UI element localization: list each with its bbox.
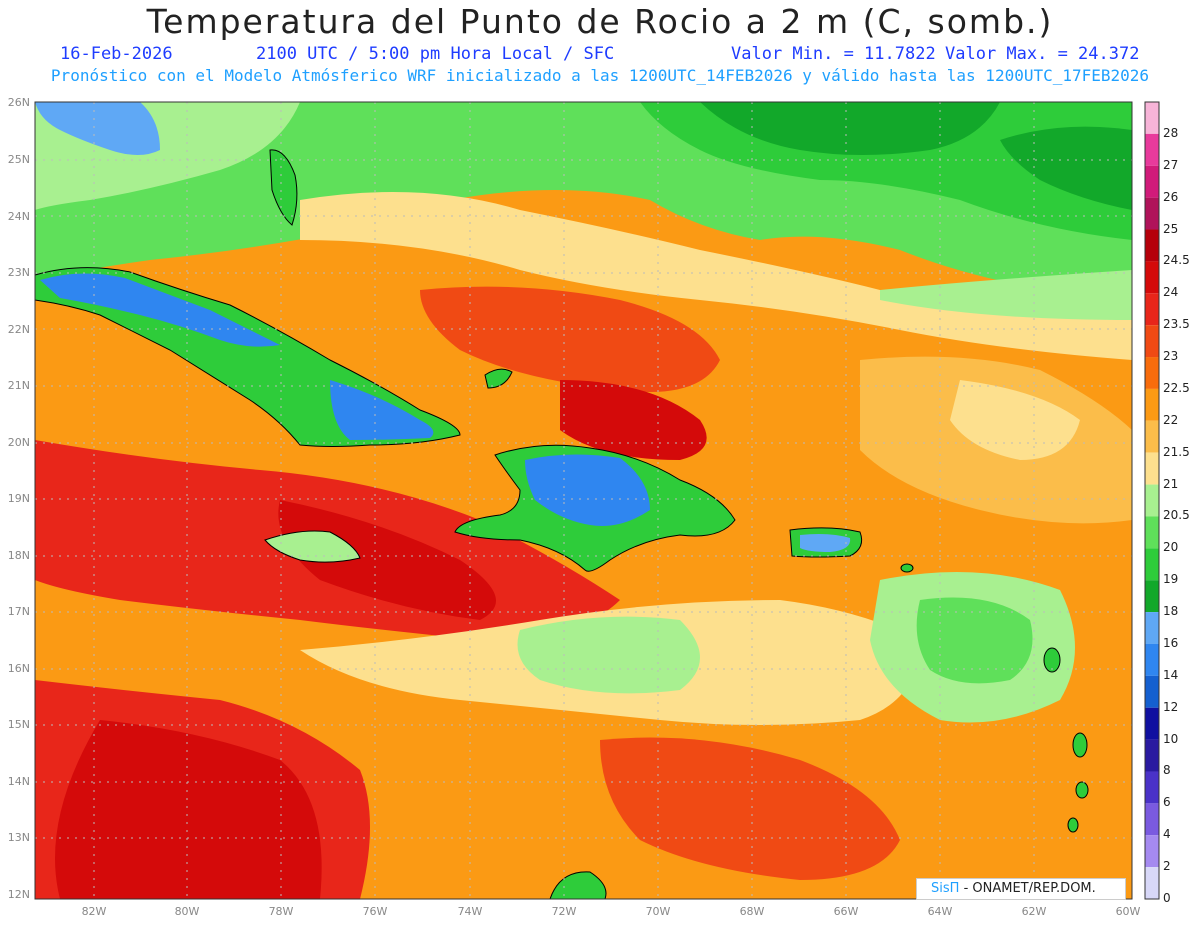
- lon-label: 62W: [1021, 905, 1047, 918]
- lat-label: 15N: [7, 718, 30, 731]
- colorbar-swatch: [1145, 548, 1159, 581]
- lon-label: 70W: [645, 905, 671, 918]
- lat-label: 17N: [7, 605, 30, 618]
- colorbar-swatch: [1145, 165, 1159, 198]
- lat-label: 24N: [7, 210, 30, 223]
- lat-label: 25N: [7, 153, 30, 166]
- colorbar-label: 0: [1163, 891, 1171, 905]
- colorbar-label: 8: [1163, 763, 1171, 778]
- forecast-date: 16-Feb-2026: [60, 44, 173, 64]
- colorbar-swatch: [1145, 739, 1159, 772]
- min-value: Valor Min. = 11.7822: [731, 44, 936, 64]
- colorbar-label: 23.5: [1163, 317, 1190, 332]
- colorbar-label: 23: [1163, 349, 1179, 364]
- lon-label: 82W: [81, 905, 107, 918]
- colorbar-swatch: [1145, 675, 1159, 708]
- map-title: Temperatura del Punto de Rocio a 2 m (C,…: [146, 2, 1054, 41]
- colorbar-swatch: [1145, 133, 1159, 166]
- colorbar-label: 21.5: [1163, 444, 1190, 459]
- colorbar-swatch: [1145, 357, 1159, 389]
- colorbar-label: 16: [1163, 635, 1179, 650]
- colorbar-swatch: [1145, 197, 1159, 230]
- colorbar-swatch: [1145, 612, 1159, 644]
- lat-label: 12N: [7, 888, 30, 901]
- colorbar-swatch: [1145, 643, 1159, 676]
- lon-label: 66W: [833, 905, 859, 918]
- colorbar-label: 18: [1163, 604, 1179, 619]
- lon-label: 60W: [1115, 905, 1141, 918]
- colorbar-label: 24.5: [1163, 253, 1190, 268]
- lat-label: 26N: [7, 96, 30, 109]
- colorbar-label: 22: [1163, 412, 1179, 427]
- colorbar-label: 20.5: [1163, 508, 1190, 523]
- lat-label: 14N: [7, 775, 30, 788]
- colorbar-swatch: [1145, 388, 1159, 421]
- colorbar-label: 21: [1163, 476, 1179, 491]
- lat-label: 23N: [7, 266, 30, 279]
- colorbar-frame: [1144, 101, 1160, 900]
- lat-label: 18N: [7, 549, 30, 562]
- lat-label: 22N: [7, 323, 30, 336]
- colorbar-label: 20: [1163, 540, 1179, 555]
- colorbar: [1144, 101, 1160, 900]
- colorbar-label: 4: [1163, 827, 1171, 842]
- lon-label: 74W: [457, 905, 483, 918]
- lat-label: 21N: [7, 379, 30, 392]
- logo-text: - ONAMET/REP.DOM.: [963, 881, 1096, 896]
- colorbar-swatch: [1145, 325, 1159, 358]
- colorbar-swatch: [1145, 707, 1159, 740]
- colorbar-swatch: [1145, 803, 1159, 836]
- colorbar-label: 19: [1163, 572, 1179, 587]
- colorbar-label: 26: [1163, 189, 1179, 204]
- lon-label: 76W: [362, 905, 388, 918]
- colorbar-label: 6: [1163, 795, 1171, 810]
- colorbar-swatch: [1145, 420, 1159, 453]
- colorbar-swatch: [1145, 293, 1159, 326]
- sispi-brand: SisΠ: [931, 881, 960, 896]
- lon-label: 80W: [174, 905, 200, 918]
- colorbar-swatch: [1145, 580, 1159, 613]
- colorbar-label: 27: [1163, 157, 1179, 172]
- colorbar-label: 24: [1163, 285, 1179, 300]
- colorbar-swatch: [1145, 771, 1159, 804]
- lat-label: 13N: [7, 831, 30, 844]
- dewpoint-field: [35, 102, 1132, 899]
- colorbar-swatch: [1145, 452, 1159, 485]
- colorbar-label: 12: [1163, 699, 1179, 714]
- onamet-logo: SisΠ - ONAMET/REP.DOM.: [916, 878, 1126, 900]
- lat-label: 19N: [7, 492, 30, 505]
- colorbar-label: 2: [1163, 859, 1171, 874]
- colorbar-label: 10: [1163, 731, 1179, 746]
- colorbar-swatch: [1145, 261, 1159, 294]
- map-frame: [34, 101, 1133, 900]
- forecast-time: 2100 UTC / 5:00 pm Hora Local / SFC: [256, 44, 615, 64]
- lon-label: 64W: [927, 905, 953, 918]
- colorbar-swatch: [1145, 867, 1159, 899]
- lon-label: 68W: [739, 905, 765, 918]
- colorbar-swatch: [1145, 835, 1159, 868]
- colorbar-label: 14: [1163, 667, 1179, 682]
- colorbar-label: 28: [1163, 125, 1179, 140]
- colorbar-label: 22.5: [1163, 380, 1190, 395]
- lat-label: 16N: [7, 662, 30, 675]
- lat-label: 20N: [7, 436, 30, 449]
- colorbar-swatch: [1145, 229, 1159, 262]
- lon-label: 72W: [551, 905, 577, 918]
- colorbar-swatch: [1145, 102, 1159, 134]
- lon-label: 78W: [268, 905, 294, 918]
- colorbar-label: 25: [1163, 221, 1179, 236]
- colorbar-swatch: [1145, 484, 1159, 517]
- model-description: Pronóstico con el Modelo Atmósferico WRF…: [50, 66, 1150, 85]
- colorbar-swatch: [1145, 516, 1159, 549]
- max-value: Valor Max. = 24.372: [945, 44, 1140, 64]
